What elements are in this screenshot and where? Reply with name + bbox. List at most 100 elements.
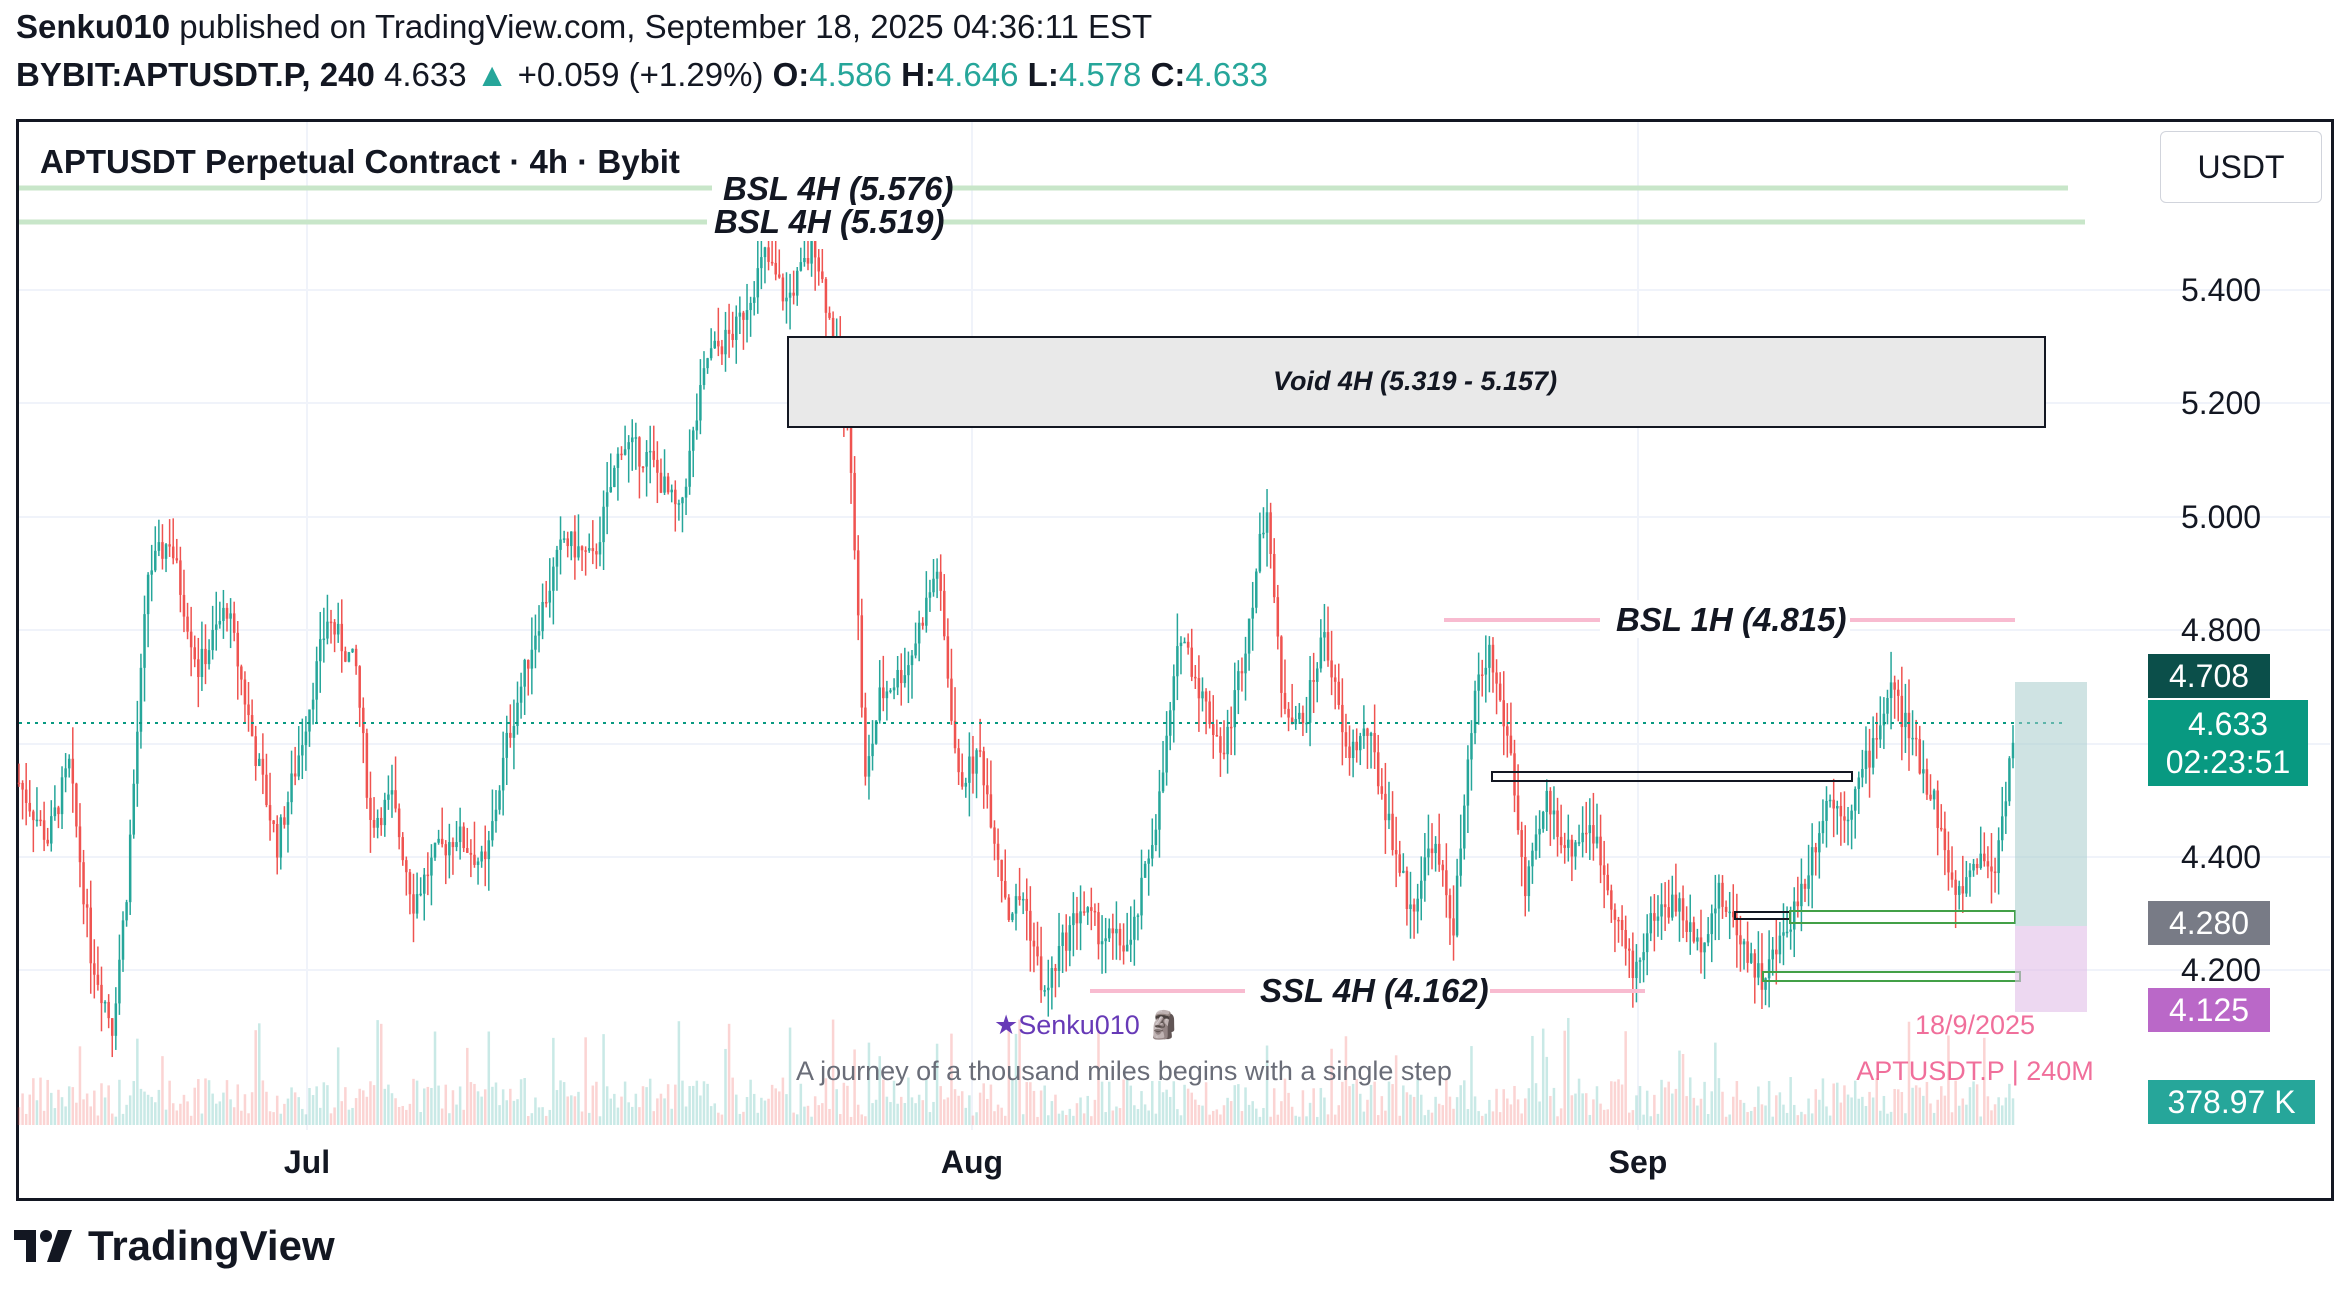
volume-bar (925, 1077, 928, 1125)
candle-body (566, 538, 569, 547)
candle-body (1258, 533, 1262, 572)
candle-body (200, 648, 204, 677)
volume-bar (702, 1081, 706, 1125)
candle-body (1645, 933, 1649, 953)
candle-body (555, 549, 559, 567)
candle-body (1057, 946, 1061, 971)
volume-bar (1298, 1116, 1301, 1125)
candle-body (1194, 676, 1197, 679)
volume-bar (347, 1109, 351, 1125)
candle-body (182, 594, 186, 617)
volume-bar (1057, 1113, 1061, 1125)
volume-bar (1638, 1086, 1642, 1125)
volume-bar (1685, 1096, 1688, 1125)
tradingview-footer[interactable]: TradingView (14, 1222, 335, 1270)
volume-bar (1896, 1089, 1900, 1125)
volume-bar (631, 1106, 634, 1125)
candle-body (1032, 940, 1036, 947)
candle-body (713, 340, 717, 349)
open-value: 4.586 (809, 56, 892, 93)
order-block-small (1734, 911, 1791, 920)
candle-body (419, 893, 422, 896)
candle-body (1093, 910, 1097, 913)
candle-body (311, 699, 315, 710)
volume-bar (1032, 1090, 1036, 1125)
candle-body (878, 687, 881, 721)
volume-bar (1470, 1046, 1473, 1125)
candle-body (943, 590, 946, 637)
volume-bar (455, 1104, 458, 1125)
candle-body (1165, 735, 1168, 773)
volume-bar (1014, 1033, 1018, 1125)
volume-bar (1545, 1056, 1549, 1125)
volume-bar (720, 1114, 724, 1125)
volume-bar (1265, 1045, 1269, 1125)
candle-body (283, 817, 286, 825)
volume-bar (706, 1083, 709, 1125)
candle-body (1072, 913, 1075, 926)
candle-body (1807, 875, 1810, 889)
volume-bar (1380, 1096, 1384, 1125)
volume-bar (1592, 1099, 1595, 1125)
volume-bar (645, 1087, 648, 1125)
candle-body (1678, 898, 1681, 912)
volume-bar (1606, 1109, 1609, 1125)
volume-bar (1409, 1094, 1412, 1125)
candle-body (1269, 512, 1272, 554)
volume-bar (1875, 1078, 1878, 1125)
volume-bar (946, 1097, 950, 1125)
candle-body (1778, 935, 1782, 955)
author-name[interactable]: Senku010 (16, 8, 171, 45)
candle-body (1846, 819, 1850, 822)
volume-bar (204, 1078, 207, 1125)
candle-body (408, 872, 412, 895)
volume-bar (1556, 1116, 1559, 1125)
candle-body (1753, 953, 1757, 978)
volume-bar (67, 1086, 71, 1125)
candle-body (444, 844, 448, 856)
volume-bar (907, 1077, 910, 1125)
volume-bar (537, 1107, 541, 1125)
volume-bar (186, 1101, 189, 1125)
volume-bar (283, 1103, 286, 1125)
volume-bar (487, 1031, 491, 1125)
candle-body (1828, 799, 1832, 802)
volume-bar (1054, 1094, 1057, 1125)
candle-body (1710, 913, 1714, 935)
candle-body (670, 489, 673, 493)
candle-body (240, 666, 243, 680)
triangle-up-icon: ▲ (475, 56, 509, 93)
symbol-label[interactable]: BYBIT:APTUSDT.P, 240 (16, 56, 375, 93)
candle-body (688, 450, 691, 487)
candle-body (1050, 968, 1054, 988)
candle-body (387, 794, 390, 800)
volume-bar (1749, 1110, 1753, 1125)
volume-bar (286, 1098, 290, 1125)
volume-bar (333, 1107, 336, 1125)
candle-body (874, 720, 878, 744)
volume-bar (688, 1086, 691, 1125)
volume-bar (1029, 1082, 1032, 1125)
candle-body (1649, 913, 1653, 934)
volume-bar (591, 1085, 595, 1125)
candle-body (1656, 916, 1660, 921)
volume-bar (749, 1079, 752, 1125)
candle-body (501, 757, 505, 791)
candle-body (455, 842, 458, 848)
candle-body (1617, 919, 1620, 922)
volume-bar (1337, 1105, 1341, 1125)
volume-bar (953, 1089, 957, 1125)
currency-selector[interactable]: USDT (2160, 131, 2322, 203)
volume-bar (1584, 1093, 1588, 1125)
volume-bar (1520, 1113, 1523, 1125)
candle-body (996, 843, 1000, 860)
volume-bar (978, 1092, 982, 1125)
volume-bar (1965, 1104, 1968, 1125)
candle-body (290, 773, 293, 803)
volume-bar (1807, 1098, 1810, 1125)
volume-bar (1642, 1114, 1645, 1125)
candle-body (609, 487, 612, 493)
volume-bar (1376, 1115, 1380, 1125)
volume-bar (986, 1098, 989, 1125)
